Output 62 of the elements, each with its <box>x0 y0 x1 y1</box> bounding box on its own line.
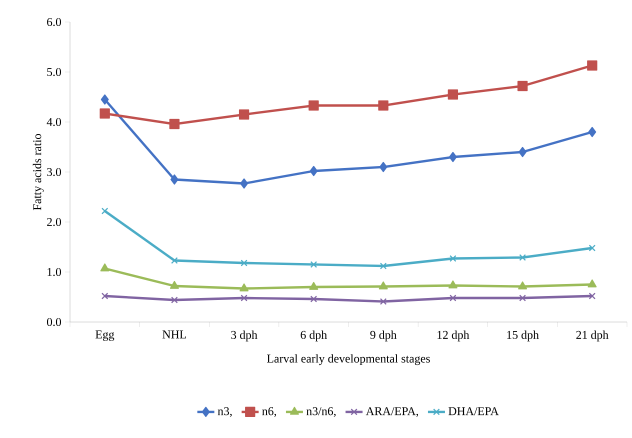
point <box>519 294 526 302</box>
point <box>308 100 319 111</box>
point <box>240 260 248 266</box>
point <box>100 263 110 272</box>
legend-label: n3/n6, <box>306 407 336 417</box>
point <box>171 296 178 304</box>
point <box>450 294 456 302</box>
point <box>380 262 387 270</box>
x-tick-label: 3 dph <box>231 330 258 342</box>
point <box>519 254 526 261</box>
x-tick-label: NHL <box>162 330 186 338</box>
point <box>378 100 388 111</box>
point <box>380 298 387 305</box>
point <box>448 152 457 162</box>
point <box>588 292 596 300</box>
point <box>588 244 596 252</box>
point <box>238 109 250 120</box>
point <box>379 162 388 172</box>
point <box>100 108 110 119</box>
point <box>448 89 458 100</box>
point <box>240 283 249 292</box>
point <box>310 166 318 176</box>
y-tick-label: 2.0 <box>47 218 62 226</box>
y-tick-label: 3.0 <box>47 168 62 176</box>
legend-label: ARA/EPA, <box>366 407 418 417</box>
y-tick-label: 4.0 <box>46 118 62 126</box>
point <box>587 60 598 71</box>
point <box>518 281 528 290</box>
y-axis-title: Fatty acids ratio <box>32 134 44 210</box>
legend-label: DHA/EPA <box>448 407 499 416</box>
point <box>170 174 178 185</box>
point <box>517 80 528 92</box>
point <box>170 280 179 289</box>
point <box>101 208 108 214</box>
x-tick-label: 6 dph <box>300 330 327 342</box>
legend-label: n3, <box>218 407 232 417</box>
legend-label: n6, <box>262 407 276 417</box>
point <box>101 292 108 300</box>
x-axis-title: Larval early developmental stages <box>267 354 430 366</box>
x-tick-label: 21 dph <box>576 330 608 342</box>
y-tick-label: 6.0 <box>47 18 62 26</box>
point <box>588 126 596 138</box>
point <box>450 255 456 262</box>
point <box>309 282 318 290</box>
point <box>518 146 527 158</box>
point <box>240 294 248 302</box>
point <box>310 296 318 302</box>
x-tick-label: Egg <box>96 330 114 341</box>
point <box>100 94 109 105</box>
point <box>378 281 388 290</box>
x-tick-label: 12 dph <box>438 330 470 342</box>
y-tick-label: 5.0 <box>47 68 62 76</box>
point <box>448 280 458 288</box>
x-tick-label: 9 dph <box>370 330 397 342</box>
point <box>169 118 180 130</box>
y-tick-label: 0.0 <box>46 318 62 326</box>
point <box>310 261 318 268</box>
point <box>171 257 178 264</box>
point <box>240 178 248 189</box>
x-tick-label: 15 dph <box>507 330 539 342</box>
point <box>588 279 597 288</box>
y-tick-label: 1.0 <box>48 268 62 276</box>
